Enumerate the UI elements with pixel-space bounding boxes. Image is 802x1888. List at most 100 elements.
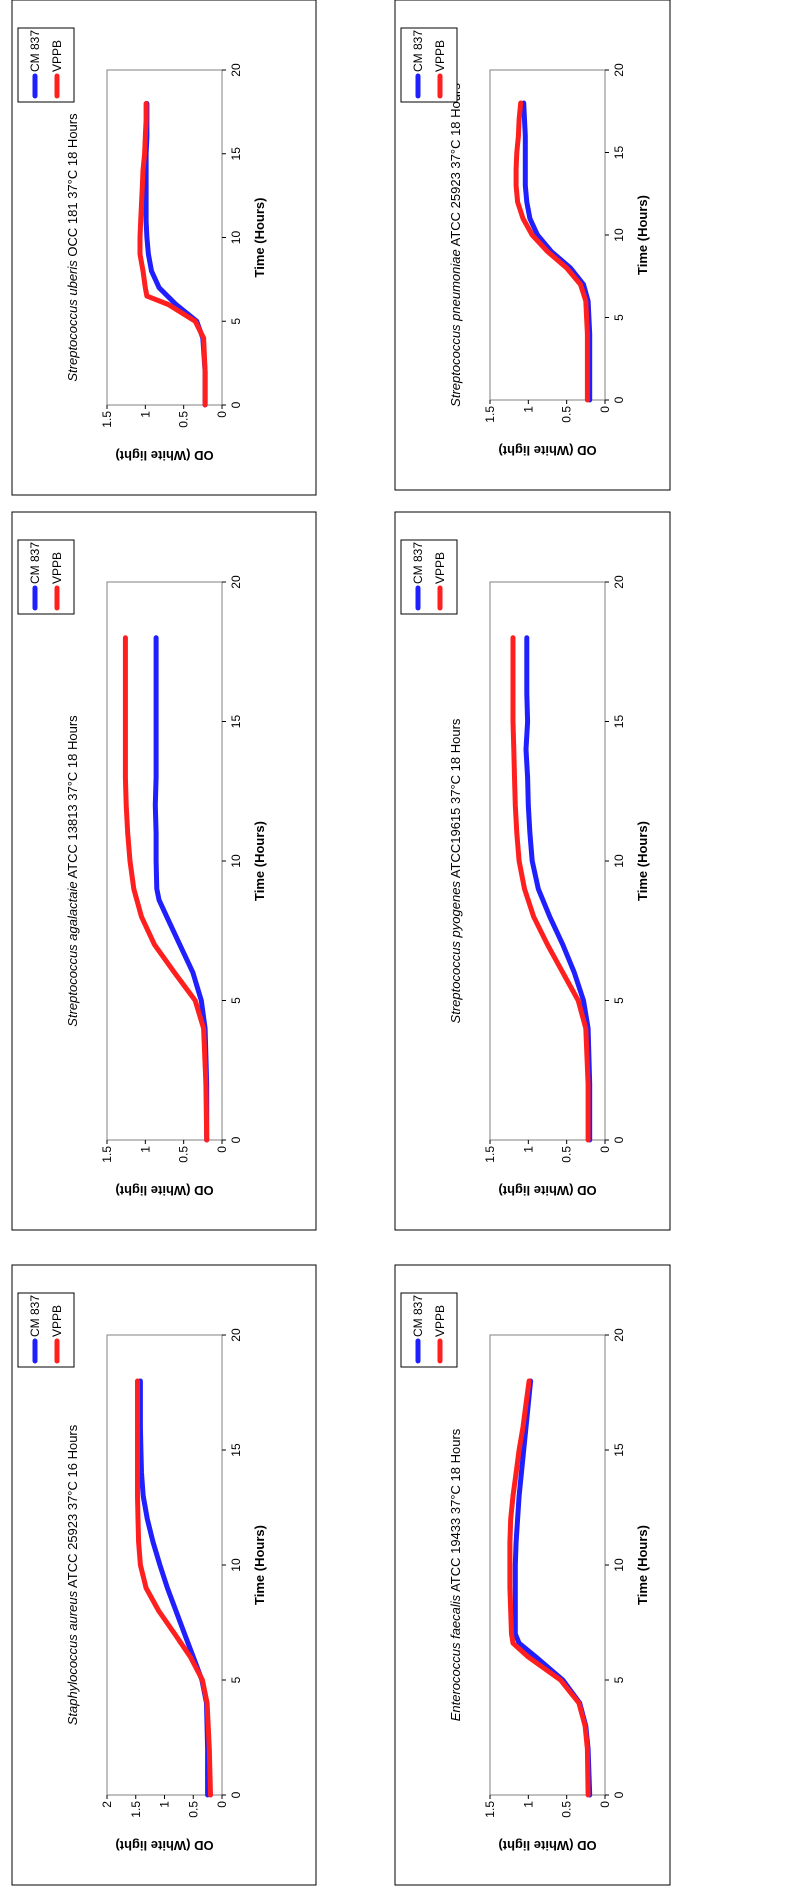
chart-6-ytick-label: 0 [598,406,612,413]
chart-3-xlabel: Time (Hours) [252,821,267,901]
chart-2-xtick-label: 10 [612,1558,626,1572]
chart-6-legend [400,27,458,103]
chart-4-xlabel: Time (Hours) [635,821,650,901]
chart-5: Streptococcus uberis OCC 181 37°C 18 Hou… [11,0,317,496]
chart-2-legend [400,1292,458,1368]
chart-2-title: Enterococcus faecalis ATCC 19433 37°C 18… [448,1428,463,1721]
chart-3-xtick-label: 0 [229,1136,243,1143]
chart-3-ytick-label: 0.5 [177,1146,191,1163]
chart-5-title: Streptococcus uberis OCC 181 37°C 18 Hou… [65,113,80,382]
chart-2-title-details: ATCC 19433 37°C 18 Hours [448,1428,463,1595]
chart-1: Staphylococcus aureus ATCC 25923 37°C 16… [11,1264,317,1886]
chart-4-xtick-label: 10 [612,854,626,868]
chart-2-series-2-line [507,1378,591,1798]
chart-6-xtick-label: 20 [612,63,626,77]
chart-6-xlabel: Time (Hours) [635,195,650,275]
chart-4-content: Streptococcus pyogenes ATCC19615 37°C 18… [400,539,650,1198]
chart-1-legend [17,1292,75,1368]
chart-4-series-1-line [523,635,593,1143]
chart-5-ytick-label: 1.5 [100,411,114,428]
chart-5-xtick-label: 15 [229,147,243,161]
chart-3-series-2-line [122,635,210,1143]
chart-3-xtick-label: 20 [229,575,243,589]
chart-3-title: Streptococcus agalactaie ATCC 13813 37°C… [65,715,80,1027]
chart-3-title-species: Streptococcus agalactaie [65,881,80,1026]
chart-5-xtick-label: 20 [229,63,243,77]
chart-1-legend-label-2: VPPB [50,1305,64,1337]
chart-6-legend-label-1: CM 837 [411,30,425,72]
chart-1-xtick-label: 10 [229,1558,243,1572]
chart-5-xlabel: Time (Hours) [252,198,267,278]
chart-2-title-species: Enterococcus faecalis [448,1594,463,1721]
chart-6-ytick-label: 1.5 [483,406,497,423]
chart-4-ytick-label: 0 [598,1146,612,1153]
chart-1-ylabel: OD (White light) [115,1838,213,1853]
chart-2-xlabel: Time (Hours) [635,1525,650,1605]
chart-1-ytick-label: 0.5 [186,1801,200,1818]
chart-4: Streptococcus pyogenes ATCC19615 37°C 18… [394,511,671,1231]
chart-3-xtick-label: 10 [229,854,243,868]
chart-6-series-2-line [513,100,590,403]
chart-2-ytick-label: 1 [521,1801,535,1808]
chart-4-ytick-label: 0.5 [560,1146,574,1163]
chart-5-xtick-label: 5 [229,318,243,325]
chart-3-series-1-line [152,635,210,1143]
chart-1-title: Staphylococcus aureus ATCC 25923 37°C 16… [65,1424,80,1725]
chart-5-ytick-label: 0 [215,411,229,418]
chart-5-xtick-label: 0 [229,401,243,408]
chart-5-title-details: OCC 181 37°C 18 Hours [65,113,80,260]
chart-5-content: Streptococcus uberis OCC 181 37°C 18 Hou… [17,27,267,463]
chart-4-title: Streptococcus pyogenes ATCC19615 37°C 18… [448,718,463,1023]
chart-1-ytick-label: 1.5 [129,1801,143,1818]
chart-1-legend-label-1: CM 837 [28,1295,42,1337]
chart-6-title-details: ATCC 25923 37°C 18 Hours [448,83,463,250]
chart-4-ytick-label: 1.5 [483,1146,497,1163]
chart-6-xtick-label: 0 [612,396,626,403]
chart-2: Enterococcus faecalis ATCC 19433 37°C 18… [394,1264,671,1886]
chart-2-xtick-label: 20 [612,1328,626,1342]
chart-2-ylabel: OD (White light) [498,1838,596,1853]
chart-2-ytick-label: 0.5 [560,1801,574,1818]
chart-6-xtick-label: 5 [612,314,626,321]
chart-4-ytick-label: 1 [521,1146,535,1153]
chart-4-xtick-label: 20 [612,575,626,589]
chart-1-ytick-label: 0 [215,1801,229,1808]
chart-5-legend-label-2: VPPB [50,40,64,72]
chart-2-legend-label-2: VPPB [433,1305,447,1337]
chart-4-legend [400,539,458,615]
chart-4-xtick-label: 0 [612,1136,626,1143]
chart-5-ylabel: OD (White light) [115,448,213,463]
chart-6-xtick-label: 10 [612,228,626,242]
chart-6-xtick-label: 15 [612,146,626,160]
chart-1-ytick-label: 2 [100,1801,114,1808]
chart-4-title-details: ATCC19615 37°C 18 Hours [448,718,463,881]
chart-2-xtick-label: 15 [612,1443,626,1457]
chart-3-legend [17,539,75,615]
chart-3-legend-label-2: VPPB [50,552,64,584]
chart-1-xtick-label: 0 [229,1791,243,1798]
chart-6-ylabel: OD (White light) [498,443,596,458]
chart-5-ytick-label: 0.5 [177,411,191,428]
chart-1-xtick-label: 5 [229,1676,243,1683]
chart-5-ytick-label: 1 [138,411,152,418]
chart-5-xtick-label: 10 [229,231,243,245]
chart-3-ytick-label: 1 [138,1146,152,1153]
chart-3-xtick-label: 15 [229,715,243,729]
chart-5-legend-label-1: CM 837 [28,30,42,72]
chart-1-xtick-label: 15 [229,1443,243,1457]
chart-4-ylabel: OD (White light) [498,1183,596,1198]
chart-4-legend-label-1: CM 837 [411,542,425,584]
chart-5-legend [17,27,75,103]
chart-3-ytick-label: 0 [215,1146,229,1153]
chart-6-title-species: Streptococcus pneumoniae [448,249,463,407]
chart-1-series-2-line [135,1378,213,1798]
chart-1-content: Staphylococcus aureus ATCC 25923 37°C 16… [17,1292,267,1853]
chart-4-legend-label-2: VPPB [433,552,447,584]
chart-1-title-species: Staphylococcus aureus [65,1590,80,1725]
chart-2-legend-label-1: CM 837 [411,1295,425,1337]
chart-6: Streptococcus pneumoniae ATCC 25923 37°C… [394,0,671,491]
chart-4-series-2-line [510,635,591,1143]
chart-4-title-species: Streptococcus pyogenes [448,881,463,1024]
chart-6-content: Streptococcus pneumoniae ATCC 25923 37°C… [400,27,650,458]
